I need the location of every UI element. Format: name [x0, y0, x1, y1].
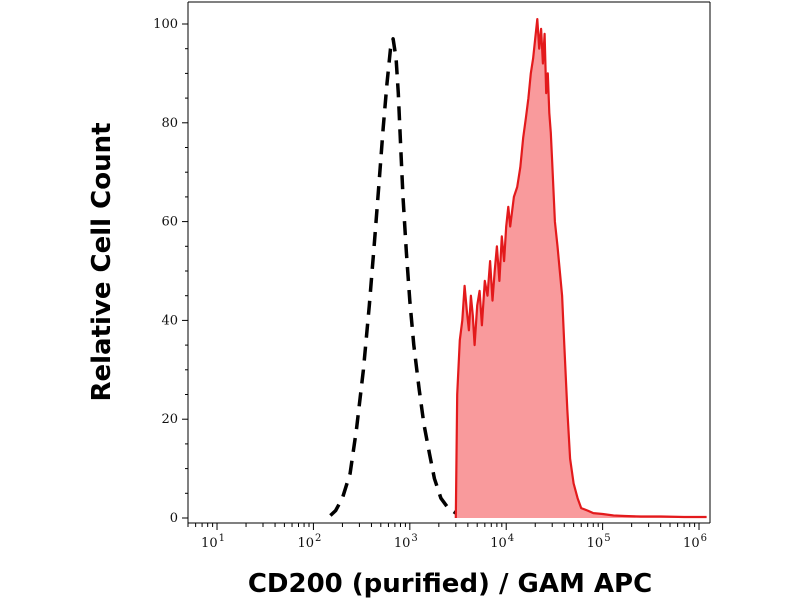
x-axis-title: CD200 (purified) / GAM APC — [248, 569, 652, 599]
y-axis-title: Relative Cell Count — [87, 122, 117, 401]
y-tick-label: 60 — [161, 215, 178, 230]
y-tick-label: 20 — [161, 412, 178, 427]
series-group — [329, 18, 707, 519]
y-tick-label: 100 — [153, 17, 178, 32]
y-axis-ticks: 0 20 40 60 80 100 — [153, 17, 188, 526]
y-tick-label: 0 — [170, 511, 178, 526]
series-0-line — [329, 37, 461, 518]
series-1-area — [455, 19, 707, 518]
y-tick-label: 40 — [161, 313, 178, 328]
series-1-line — [454, 18, 707, 519]
y-tick-label: 80 — [161, 116, 178, 131]
